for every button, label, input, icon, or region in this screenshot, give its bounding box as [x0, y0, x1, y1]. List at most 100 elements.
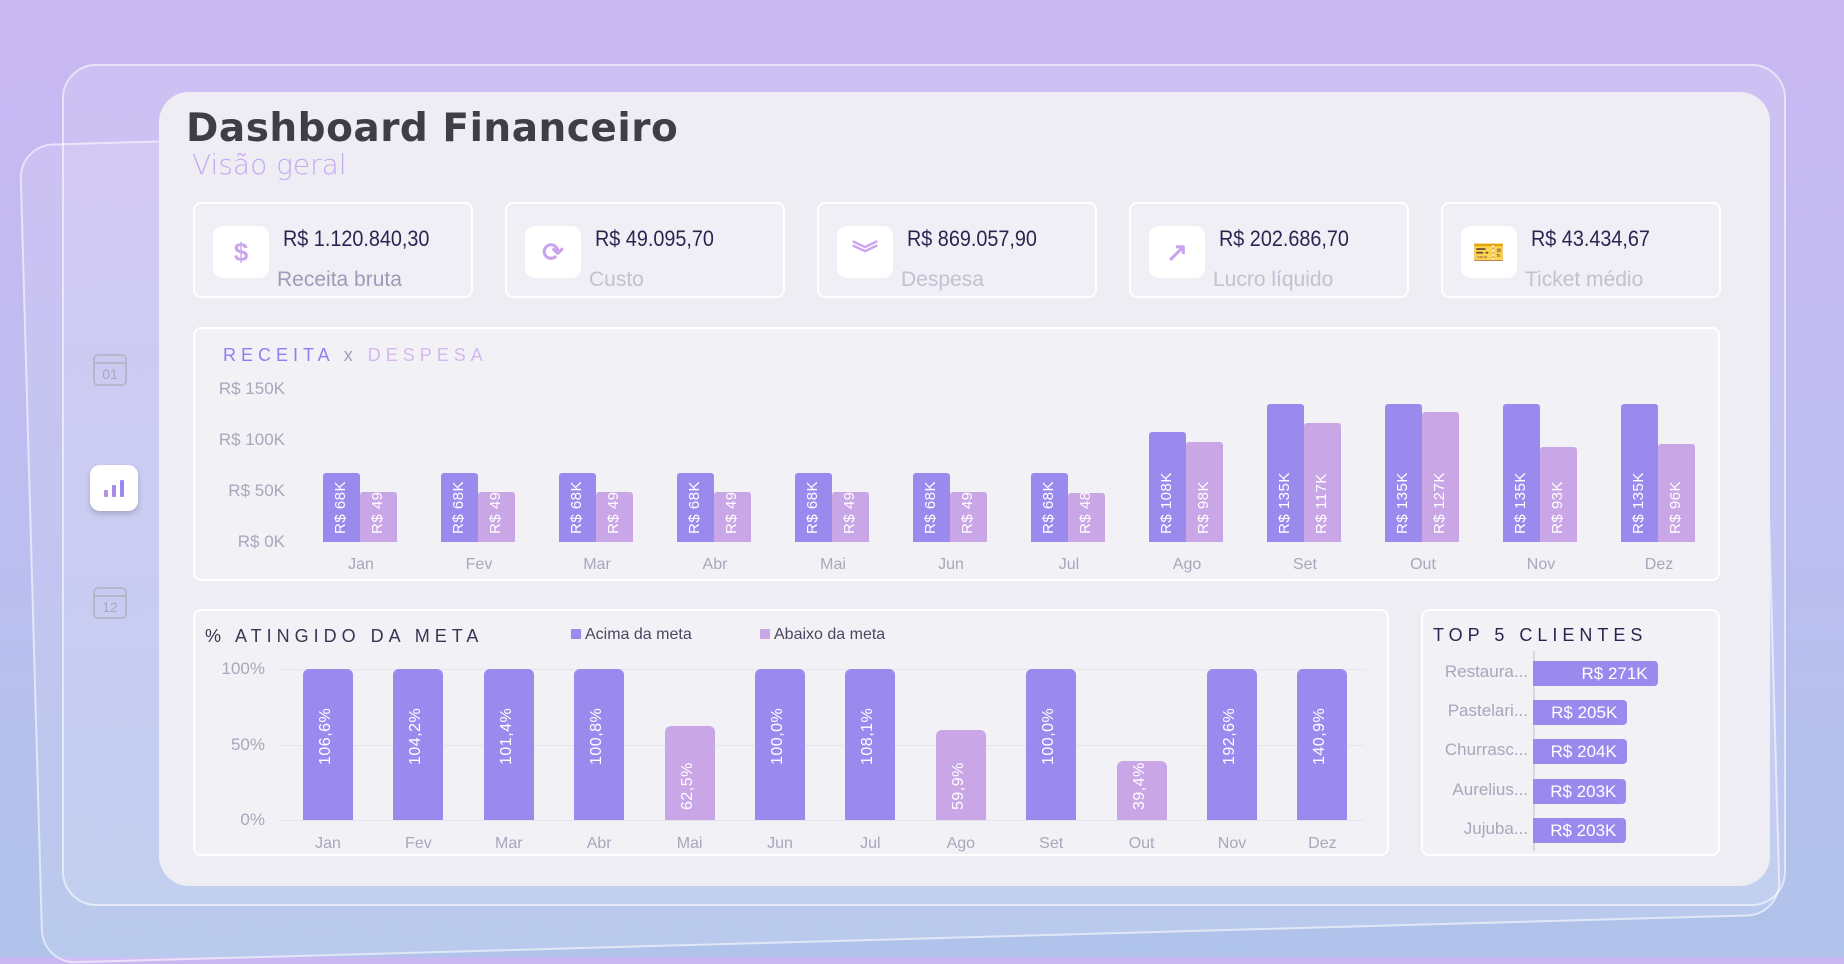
client-bar: R$ 204K: [1533, 739, 1627, 765]
receita-bar: R$ 135K: [1267, 404, 1304, 542]
kpi-card-custo: ⟳ R$ 49.095,70 Custo: [505, 202, 785, 298]
calendar-label: 12: [102, 599, 118, 615]
ticket-icon: 🎫: [1461, 226, 1517, 278]
bar-data-label: 106,6%: [317, 707, 334, 765]
receita-bar: R$ 135K: [1385, 404, 1422, 542]
despesa-bar: R$ 49K: [832, 492, 869, 542]
x-tick-label: Mai: [676, 835, 703, 852]
bar-data-label: R$ 135K: [1275, 472, 1293, 534]
cycle-dollar-icon: ⟳: [525, 226, 581, 278]
legend-acima: Acima da meta: [571, 626, 692, 644]
calendar-icon: 12: [93, 587, 127, 619]
bar-data-label: R$ 203K: [1550, 820, 1617, 840]
bar-data-label: R$ 49K: [604, 492, 622, 534]
bar-data-label: R$ 96K: [1666, 480, 1684, 534]
receita-bar: R$ 135K: [1503, 404, 1540, 542]
bar-data-label: R$ 135K: [1629, 472, 1647, 534]
kpi-value: R$ 869.057,90: [907, 226, 1037, 251]
despesa-bar: R$ 49K: [478, 492, 515, 542]
sidebar-item-charts[interactable]: [90, 465, 138, 511]
chart-title: % ATINGIDO DA META: [205, 626, 484, 646]
bar-data-label: 104,2%: [407, 707, 425, 765]
y-tick-label: R$ 150K: [218, 379, 285, 398]
bar-data-label: R$ 49K: [368, 492, 386, 534]
receita-bar: R$ 68K: [559, 472, 596, 542]
client-bar: R$ 203K: [1533, 817, 1627, 843]
client-name: Restaura...: [1444, 662, 1528, 681]
bar-data-label: 108,1%: [859, 707, 877, 765]
acima-meta-bar: 140,9%: [1297, 669, 1348, 820]
kpi-label: Despesa: [901, 268, 984, 291]
bar-data-label: 39,4%: [1130, 762, 1148, 810]
bar-data-label: R$ 68K: [449, 480, 467, 534]
client-name: Pastelari...: [1447, 701, 1528, 721]
x-tick-label: Fev: [405, 835, 432, 852]
bar-data-label: R$ 68K: [331, 480, 349, 534]
sidebar-item-january[interactable]: 01: [90, 350, 130, 390]
despesa-bar: R$ 49K: [360, 492, 397, 542]
despesa-bar: R$ 49K: [596, 492, 633, 542]
bar-data-label: R$ 68K: [1039, 480, 1057, 534]
bar-data-label: R$ 68K: [685, 480, 703, 534]
despesa-bar: R$ 49K: [950, 492, 987, 542]
kpi-card-receita-bruta: $ R$ 1.120.840,30 Receita bruta: [193, 202, 473, 298]
x-tick-label: Set: [1039, 835, 1064, 852]
bar-data-label: R$ 204K: [1550, 742, 1617, 762]
x-tick-label: Dez: [1308, 835, 1337, 852]
receita-bar: R$ 68K: [795, 472, 832, 542]
receita-bar: R$ 68K: [913, 472, 950, 542]
acima-meta-bar: 108,1%: [845, 669, 896, 820]
bar-data-label: R$ 108K: [1157, 472, 1175, 534]
acima-meta-bar: 100,8%: [574, 669, 625, 820]
abaixo-meta-bar: 62,5%: [664, 725, 715, 820]
calendar-icon: 01: [93, 354, 127, 386]
y-tick-label: R$ 0K: [237, 532, 285, 551]
despesa-bar: R$ 93K: [1540, 447, 1577, 542]
bar-data-label: R$ 48K: [1076, 493, 1094, 534]
bar-data-label: R$ 49K: [840, 492, 858, 534]
y-tick-label: 50%: [230, 734, 265, 754]
x-tick-label: Fev: [465, 556, 493, 573]
bar-data-label: R$ 68K: [803, 480, 821, 534]
bar-data-label: R$ 127K: [1430, 472, 1448, 534]
despesa-bar: R$ 48K: [1068, 493, 1105, 542]
trending-up-icon: ↗: [1149, 226, 1205, 278]
despesa-bar: R$ 117K: [1304, 422, 1341, 542]
receita-despesa-chart: RECEITA x DESPESA: [193, 327, 1720, 581]
legend-label: Abaixo da meta: [774, 626, 886, 643]
chart-title: TOP 5 CLIENTES: [1433, 625, 1648, 645]
y-tick-label: R$ 50K: [228, 481, 285, 500]
sidebar-item-december[interactable]: 12: [90, 583, 130, 623]
y-tick-label: R$ 100K: [218, 430, 285, 449]
gridline: [280, 744, 1365, 746]
receita-bar: R$ 108K: [1149, 431, 1186, 542]
x-tick-label: Ago: [1172, 556, 1202, 573]
client-name: Jujuba...: [1463, 818, 1528, 838]
bar-data-label: 101,4%: [497, 707, 515, 765]
x-tick-label: Mai: [820, 556, 846, 573]
despesa-bar: R$ 127K: [1422, 412, 1459, 542]
bar-data-label: R$ 135K: [1511, 472, 1529, 534]
bar-data-label: R$ 68K: [921, 480, 939, 534]
bar-data-label: R$ 205K: [1551, 703, 1618, 723]
client-bar: R$ 271K: [1533, 661, 1658, 686]
abaixo-meta-bar: 39,4%: [1116, 760, 1167, 820]
bar-data-label: R$ 135K: [1393, 472, 1411, 534]
x-tick-label: Jan: [348, 556, 374, 573]
client-name: Aurelius...: [1452, 779, 1528, 799]
bar-data-label: R$ 203K: [1550, 781, 1617, 801]
receita-bar: R$ 68K: [1031, 472, 1068, 542]
page-subtitle: Visão geral: [192, 148, 347, 181]
x-tick-label: Abr: [586, 835, 612, 852]
client-bar: R$ 205K: [1533, 700, 1628, 726]
acima-meta-bar: 106,6%: [303, 669, 353, 820]
dollar-icon: $: [213, 226, 269, 278]
x-tick-label: Abr: [702, 556, 728, 573]
bar-data-label: R$ 49K: [958, 492, 976, 534]
x-tick-label: Jul: [860, 835, 881, 852]
legend-label: Acima da meta: [585, 626, 692, 643]
bar-data-label: R$ 49K: [722, 492, 740, 534]
x-tick-label: Set: [1292, 556, 1317, 573]
kpi-label: Ticket médio: [1525, 268, 1644, 291]
x-tick-label: Jun: [767, 835, 793, 852]
